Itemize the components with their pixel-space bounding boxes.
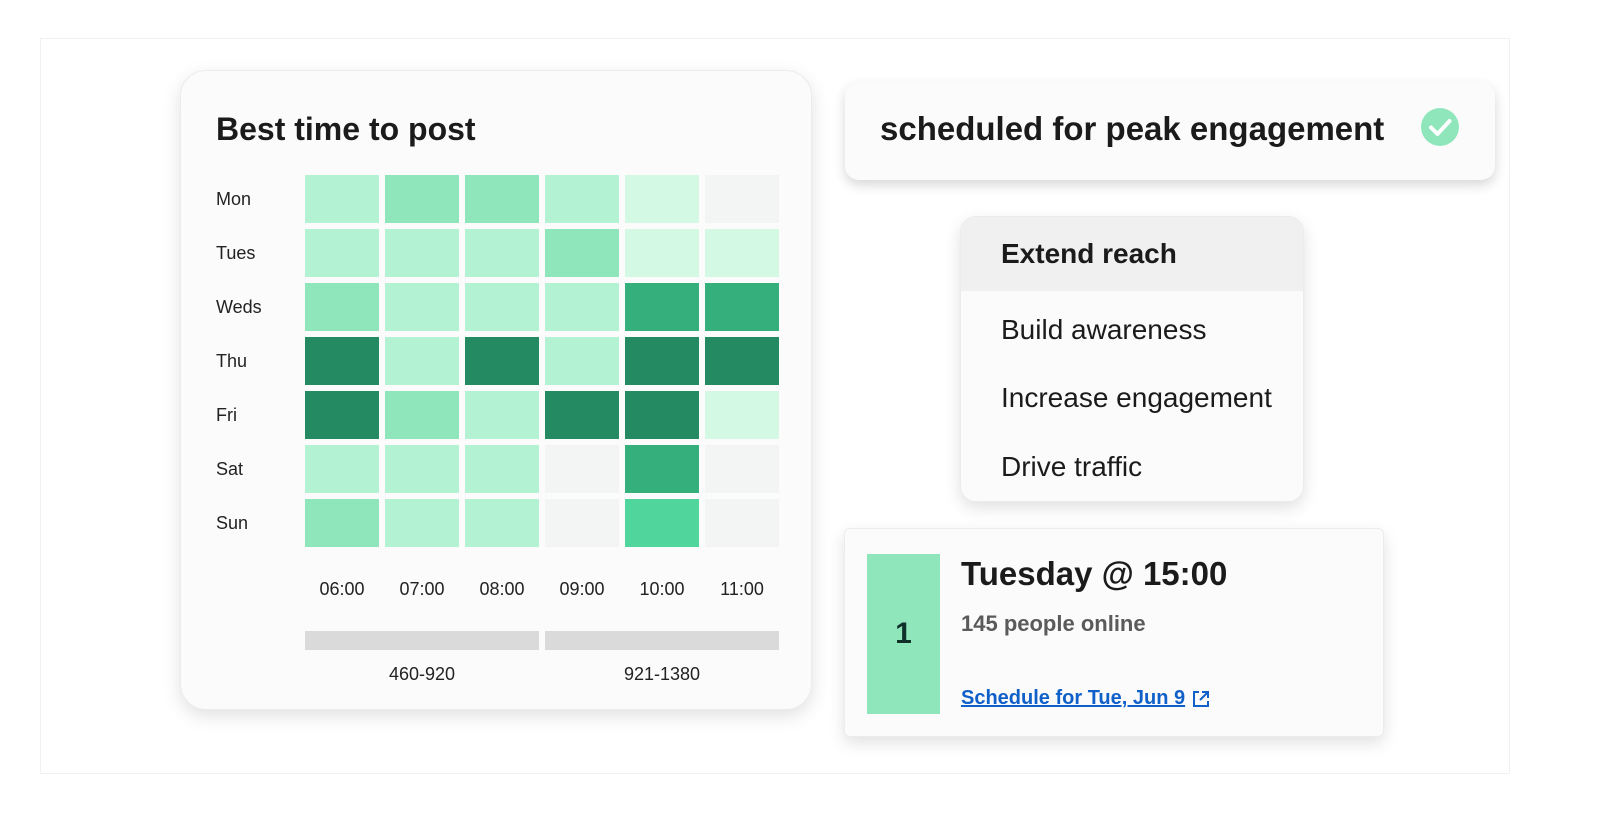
scheduled-text: scheduled for peak engagement: [880, 110, 1385, 147]
goal-item-increase-engagement[interactable]: Increase engagement: [1001, 382, 1272, 413]
heatmap-cell[interactable]: [545, 337, 619, 385]
heatmap-cell[interactable]: [385, 499, 459, 547]
heatmap-cell[interactable]: [545, 391, 619, 439]
canvas-frame: [40, 38, 1510, 774]
heatmap-cell[interactable]: [625, 175, 699, 223]
heatmap-cell[interactable]: [625, 337, 699, 385]
row-label: Thu: [216, 351, 247, 371]
heatmap-cell[interactable]: [545, 499, 619, 547]
heatmap-cell[interactable]: [625, 499, 699, 547]
range-bar: [545, 631, 779, 650]
goal-item-extend-reach[interactable]: Extend reach: [961, 217, 1303, 291]
heatmap-cell[interactable]: [465, 391, 539, 439]
heatmap-cell[interactable]: [305, 229, 379, 277]
heatmap-cell[interactable]: [385, 283, 459, 331]
heatmap-cell[interactable]: [385, 229, 459, 277]
heatmap-cell[interactable]: [705, 283, 779, 331]
best-time-card: Best time to post Mon Tues Weds Thu Fri Sat Su…: [180, 70, 812, 710]
heatmap-cell[interactable]: [705, 391, 779, 439]
check-circle-icon: [1421, 108, 1459, 146]
row-label: Sun: [216, 513, 248, 533]
column-label: 09:00: [559, 579, 604, 599]
scheduled-banner: scheduled for peak engagement: [845, 82, 1495, 180]
external-link-icon[interactable]: [1191, 689, 1211, 709]
card-title: Best time to post: [216, 111, 476, 147]
row-label: Sat: [216, 459, 243, 479]
heatmap-cell[interactable]: [465, 175, 539, 223]
row-label: Fri: [216, 405, 237, 425]
row-label: Mon: [216, 189, 251, 209]
heatmap-cell[interactable]: [465, 283, 539, 331]
heatmap-chart: Mon Tues Weds Thu Fri Sat Sun 06:00 07:00 08:00 09…: [216, 175, 779, 684]
heatmap-cell[interactable]: [385, 445, 459, 493]
heatmap-cell[interactable]: [705, 445, 779, 493]
heatmap-cell[interactable]: [385, 391, 459, 439]
column-label: 11:00: [720, 579, 764, 599]
heatmap-cell[interactable]: [625, 445, 699, 493]
goal-item-drive-traffic[interactable]: Drive traffic: [1001, 451, 1143, 482]
heatmap-cell[interactable]: [625, 229, 699, 277]
rank-badge: 1: [867, 554, 940, 714]
column-label: 07:00: [399, 579, 444, 599]
heatmap-cell[interactable]: [625, 391, 699, 439]
heatmap-cell[interactable]: [305, 391, 379, 439]
row-label: Weds: [216, 297, 262, 317]
heatmap-cell[interactable]: [705, 229, 779, 277]
heatmap-cell[interactable]: [545, 175, 619, 223]
heatmap-cell[interactable]: [465, 445, 539, 493]
heatmap-cell[interactable]: [465, 229, 539, 277]
heatmap-cell[interactable]: [305, 445, 379, 493]
range-bar: [305, 631, 539, 650]
row-label: Tues: [216, 243, 255, 263]
goal-menu: Extend reach Build awareness Increase en…: [960, 216, 1304, 502]
recommended-time: Tuesday @ 15:00: [961, 555, 1228, 592]
range-label: 921-1380: [624, 664, 700, 684]
goal-item-build-awareness[interactable]: Build awareness: [1001, 314, 1207, 345]
heatmap-cell[interactable]: [305, 499, 379, 547]
heatmap-cell[interactable]: [705, 499, 779, 547]
recommendation-card: 1 Tuesday @ 15:00 145 people online Sche…: [844, 528, 1384, 737]
heatmap-cell[interactable]: [705, 337, 779, 385]
heatmap-cell[interactable]: [305, 175, 379, 223]
schedule-link[interactable]: Schedule for Tue, Jun 9: [961, 687, 1211, 710]
heatmap-cell[interactable]: [465, 337, 539, 385]
heatmap-cell[interactable]: [545, 283, 619, 331]
heatmap-cell[interactable]: [385, 175, 459, 223]
heatmap-cell[interactable]: [705, 175, 779, 223]
column-label: 10:00: [639, 579, 684, 599]
heatmap-cell[interactable]: [545, 229, 619, 277]
column-label: 08:00: [479, 579, 524, 599]
heatmap-cell[interactable]: [465, 499, 539, 547]
range-label: 460-920: [389, 664, 455, 684]
people-online: 145 people online: [961, 611, 1146, 636]
schedule-link-label[interactable]: Schedule for Tue, Jun 9: [961, 687, 1186, 709]
heatmap-cell[interactable]: [545, 445, 619, 493]
heatmap-cell[interactable]: [385, 337, 459, 385]
heatmap-cell[interactable]: [305, 337, 379, 385]
heatmap-cell[interactable]: [305, 283, 379, 331]
heatmap-cell[interactable]: [625, 283, 699, 331]
column-label: 06:00: [319, 579, 364, 599]
